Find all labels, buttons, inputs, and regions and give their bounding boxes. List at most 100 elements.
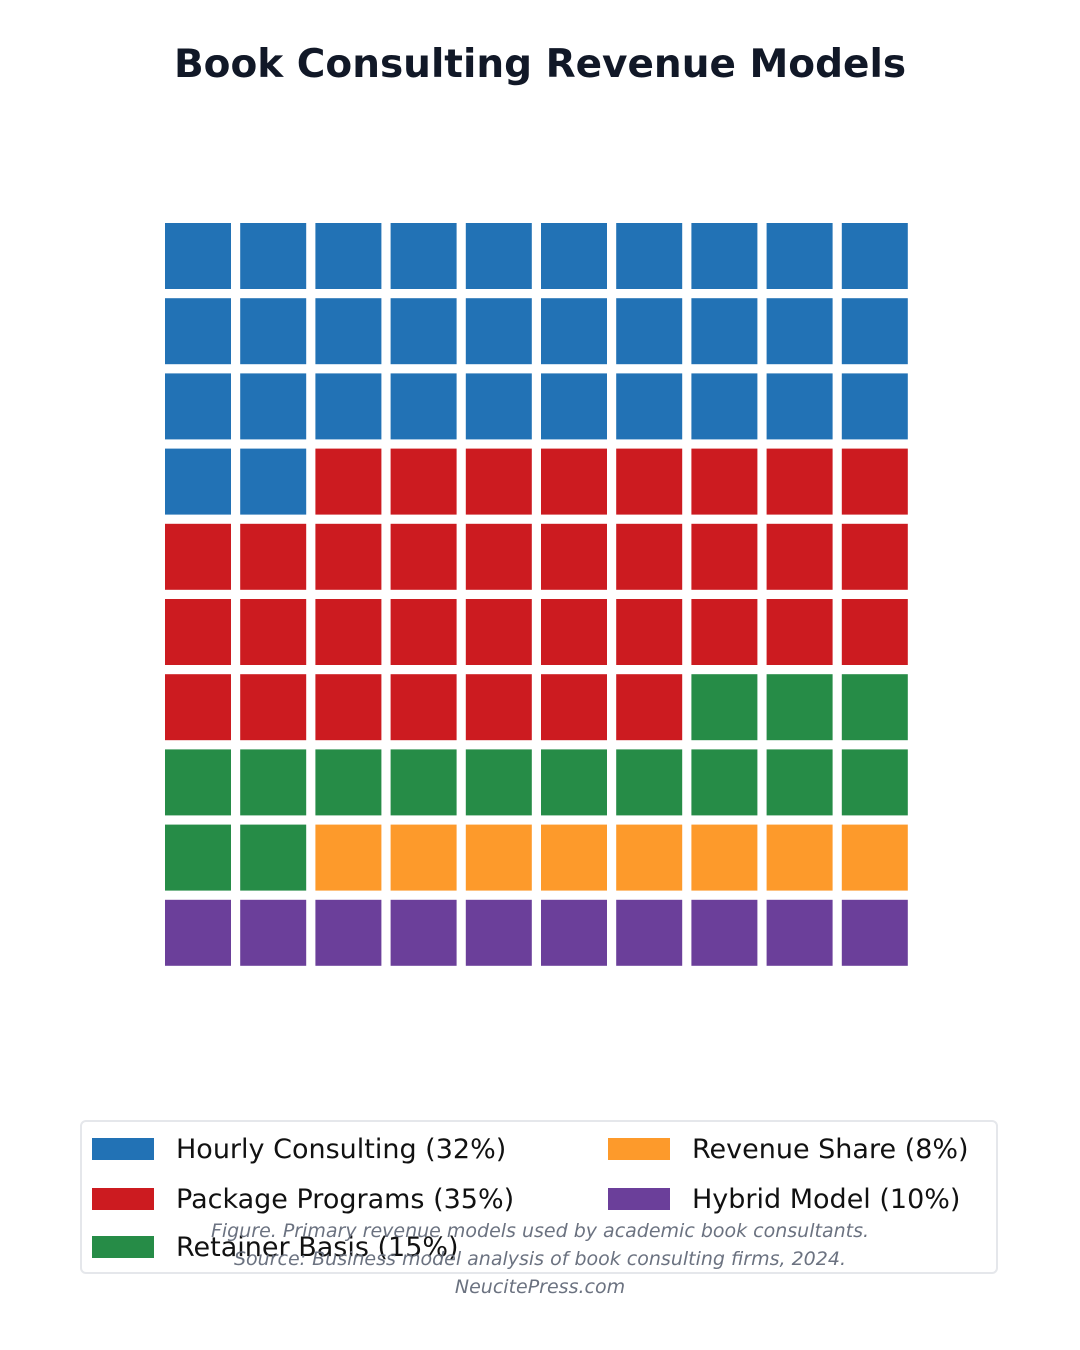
waffle-cell-package-programs	[240, 674, 307, 741]
legend-swatch	[92, 1236, 154, 1258]
waffle-cell-package-programs	[616, 674, 683, 741]
legend-swatch	[92, 1188, 154, 1210]
waffle-cell-package-programs	[315, 674, 382, 741]
waffle-cell-package-programs	[541, 674, 607, 741]
waffle-cell-hourly-consulting	[691, 298, 758, 365]
legend-item-hourly-consulting: Hourly Consulting (32%)	[82, 1129, 506, 1169]
waffle-cell-package-programs	[766, 599, 833, 665]
waffle-cell-package-programs	[691, 523, 758, 590]
waffle-cell-hourly-consulting	[616, 298, 683, 365]
waffle-cell-hourly-consulting	[465, 223, 532, 289]
waffle-cell-hybrid-model	[240, 899, 307, 966]
waffle-cell-hourly-consulting	[390, 223, 457, 289]
waffle-cell-retainer-basis	[240, 824, 307, 891]
legend-item-retainer-basis: Retainer Basis (15%)	[82, 1227, 459, 1267]
waffle-cell-retainer-basis	[465, 749, 532, 816]
waffle-cell-retainer-basis	[541, 749, 607, 816]
legend-label: Retainer Basis (15%)	[176, 1231, 459, 1263]
waffle-cell-package-programs	[616, 523, 683, 590]
waffle-cell-package-programs	[465, 523, 532, 590]
waffle-cell-package-programs	[541, 599, 607, 665]
waffle-cell-package-programs	[165, 523, 231, 590]
waffle-cell-package-programs	[541, 523, 607, 590]
legend-swatch	[92, 1138, 154, 1160]
waffle-cell-hourly-consulting	[691, 373, 758, 440]
waffle-cell-hourly-consulting	[465, 298, 532, 365]
waffle-cell-retainer-basis	[766, 749, 833, 816]
waffle-cell-revenue-share	[465, 824, 532, 891]
waffle-cell-retainer-basis	[616, 749, 683, 816]
waffle-cell-hourly-consulting	[841, 223, 908, 289]
waffle-cell-hourly-consulting	[390, 373, 457, 440]
waffle-cell-retainer-basis	[165, 824, 231, 891]
waffle-cell-hourly-consulting	[766, 373, 833, 440]
figure-caption: Figure. Primary revenue models used by a…	[210, 1220, 870, 1242]
waffle-cell-retainer-basis	[841, 674, 908, 741]
waffle-cell-retainer-basis	[691, 674, 758, 741]
waffle-cell-package-programs	[315, 599, 382, 665]
source-note: Source: Business model analysis of book …	[234, 1248, 846, 1270]
waffle-cell-hourly-consulting	[390, 298, 457, 365]
legend-item-package-programs: Package Programs (35%)	[82, 1179, 514, 1219]
waffle-cell-revenue-share	[390, 824, 457, 891]
waffle-cell-revenue-share	[616, 824, 683, 891]
waffle-cell-package-programs	[465, 448, 532, 515]
waffle-cell-hybrid-model	[541, 899, 607, 966]
waffle-cell-hourly-consulting	[315, 298, 382, 365]
waffle-cell-package-programs	[691, 448, 758, 515]
waffle-cell-package-programs	[390, 599, 457, 665]
waffle-cell-hourly-consulting	[616, 223, 683, 289]
waffle-cell-hybrid-model	[691, 899, 758, 966]
waffle-cell-hybrid-model	[766, 899, 833, 966]
waffle-cell-package-programs	[616, 599, 683, 665]
waffle-cell-hourly-consulting	[165, 373, 231, 440]
waffle-cell-package-programs	[465, 599, 532, 665]
waffle-cell-hourly-consulting	[165, 448, 231, 515]
waffle-cell-package-programs	[165, 674, 231, 741]
waffle-cell-package-programs	[240, 523, 307, 590]
waffle-cell-package-programs	[315, 523, 382, 590]
legend-swatch	[608, 1138, 670, 1160]
legend: Hourly Consulting (32%) Package Programs…	[80, 1120, 998, 1274]
waffle-cell-hourly-consulting	[616, 373, 683, 440]
waffle-cell-hybrid-model	[465, 899, 532, 966]
waffle-cell-hourly-consulting	[841, 373, 908, 440]
waffle-cell-hourly-consulting	[240, 448, 307, 515]
waffle-cell-package-programs	[390, 448, 457, 515]
waffle-cell-hourly-consulting	[766, 298, 833, 365]
waffle-cell-package-programs	[541, 448, 607, 515]
waffle-cell-retainer-basis	[691, 749, 758, 816]
waffle-cell-hourly-consulting	[465, 373, 532, 440]
waffle-cell-retainer-basis	[165, 749, 231, 816]
legend-label: Hourly Consulting (32%)	[176, 1133, 507, 1165]
waffle-cell-revenue-share	[691, 824, 758, 891]
waffle-cell-hybrid-model	[390, 899, 457, 966]
waffle-cell-package-programs	[841, 448, 908, 515]
waffle-cell-package-programs	[766, 448, 833, 515]
waffle-cell-hybrid-model	[165, 899, 231, 966]
waffle-cell-package-programs	[691, 599, 758, 665]
waffle-cell-hourly-consulting	[315, 223, 382, 289]
legend-item-hybrid-model: Hybrid Model (10%)	[598, 1179, 960, 1219]
waffle-cell-retainer-basis	[315, 749, 382, 816]
waffle-cell-package-programs	[465, 674, 532, 741]
legend-item-revenue-share: Revenue Share (8%)	[598, 1129, 969, 1169]
waffle-cell-hourly-consulting	[766, 223, 833, 289]
legend-swatch	[608, 1188, 670, 1210]
waffle-cell-hourly-consulting	[541, 223, 607, 289]
waffle-cell-package-programs	[315, 448, 382, 515]
waffle-cell-package-programs	[841, 599, 908, 665]
credit-text: NeucitePress.com	[454, 1276, 626, 1298]
waffle-cell-package-programs	[766, 523, 833, 590]
waffle-cell-retainer-basis	[390, 749, 457, 816]
waffle-cell-retainer-basis	[766, 674, 833, 741]
waffle-cell-retainer-basis	[240, 749, 307, 816]
waffle-cell-revenue-share	[541, 824, 607, 891]
waffle-cell-hourly-consulting	[165, 298, 231, 365]
waffle-cell-hourly-consulting	[240, 373, 307, 440]
waffle-cell-hourly-consulting	[315, 373, 382, 440]
waffle-cell-hybrid-model	[315, 899, 382, 966]
waffle-cell-hourly-consulting	[240, 298, 307, 365]
legend-label: Hybrid Model (10%)	[692, 1183, 961, 1215]
